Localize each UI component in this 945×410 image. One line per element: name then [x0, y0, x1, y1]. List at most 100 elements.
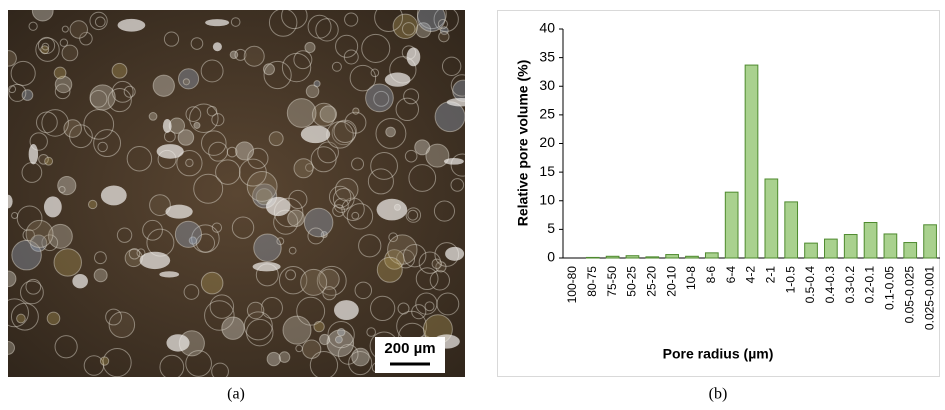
bar	[924, 225, 937, 258]
bar	[705, 253, 718, 258]
grain	[88, 200, 96, 208]
bright-patch	[159, 271, 179, 277]
y-tick-label: 10	[539, 191, 555, 207]
grain	[287, 99, 316, 128]
caption-a: (a)	[227, 386, 245, 403]
grain	[45, 157, 53, 165]
y-tick-label: 15	[539, 163, 555, 179]
bar	[844, 235, 857, 258]
bar	[586, 257, 599, 258]
bright-patch	[165, 205, 192, 219]
grain	[302, 340, 320, 358]
bright-patch	[166, 334, 189, 351]
grain	[26, 220, 53, 247]
x-tick-label: 100-80	[565, 266, 579, 304]
bright-patch	[118, 19, 146, 32]
x-tick-label: 80-75	[585, 266, 599, 297]
x-tick-label: 20-10	[664, 266, 678, 297]
bar	[864, 223, 877, 258]
grain	[415, 140, 430, 155]
grain	[2, 341, 15, 354]
x-tick-label: 6-4	[724, 266, 738, 284]
bright-patch	[407, 47, 421, 66]
bar	[646, 257, 659, 258]
bar	[825, 239, 838, 258]
bright-patch	[266, 197, 290, 216]
grain	[186, 159, 193, 166]
bright-patch	[3, 195, 12, 209]
grain	[54, 67, 66, 79]
grain	[230, 51, 238, 59]
x-tick-label: 1-0.5	[783, 266, 797, 294]
grain	[417, 4, 445, 32]
grain	[305, 42, 315, 52]
bright-patch	[72, 274, 88, 288]
bright-patch	[157, 144, 184, 159]
grain	[254, 234, 281, 261]
bright-patch	[140, 252, 171, 269]
grain	[175, 221, 201, 247]
bar	[904, 243, 917, 258]
x-axis-title: Pore radius (µm)	[663, 346, 774, 362]
grain	[269, 132, 283, 146]
grain	[94, 269, 107, 282]
bright-patch	[334, 300, 359, 320]
bright-patch	[29, 144, 38, 164]
bright-patch	[301, 125, 330, 143]
grain	[267, 352, 280, 365]
bright-patch	[444, 158, 464, 165]
bar	[785, 202, 798, 258]
grain	[352, 348, 370, 366]
y-tick-label: 0	[547, 249, 555, 265]
grain	[1, 51, 17, 67]
grain	[327, 122, 354, 149]
grain	[377, 257, 402, 282]
grain	[386, 127, 396, 137]
x-tick-label: 50-25	[625, 266, 639, 297]
y-axis-title: Relative pore volume (%)	[515, 60, 531, 227]
grain	[327, 330, 354, 357]
y-tick-label: 20	[539, 134, 555, 150]
grain	[247, 302, 263, 318]
bright-patch	[44, 196, 62, 217]
grain	[194, 122, 200, 128]
grain	[366, 84, 394, 112]
x-tick-label: 25-20	[644, 266, 658, 297]
bar	[686, 256, 699, 258]
grain	[17, 314, 26, 323]
bar	[725, 192, 738, 258]
grain	[314, 321, 324, 331]
grain	[153, 75, 174, 96]
bar	[666, 255, 679, 258]
bright-patch	[163, 119, 172, 133]
y-tick-label: 40	[539, 20, 555, 36]
grain	[353, 108, 359, 114]
grain	[320, 106, 336, 122]
bright-patch	[253, 262, 281, 271]
x-tick-label: 75-50	[605, 266, 619, 297]
x-tick-label: 0.025-0.001	[922, 266, 936, 330]
x-tick-label: 4-2	[744, 266, 758, 284]
x-tick-label: 0.5-0.4	[803, 266, 817, 304]
y-tick-label: 30	[539, 77, 555, 93]
grain	[0, 271, 16, 287]
grain	[279, 352, 290, 363]
caption-b: (b)	[709, 386, 728, 403]
grain	[58, 177, 76, 195]
x-tick-label: 8-6	[704, 266, 718, 284]
figure: 200 µm (a) (b) Pore radius (µm) Relative…	[0, 0, 945, 405]
grain	[149, 113, 157, 121]
bar	[884, 234, 897, 258]
bar	[765, 179, 778, 258]
bright-patch	[213, 42, 222, 51]
grain	[314, 81, 320, 87]
grain	[112, 63, 127, 78]
x-tick-label: 0.3-0.2	[843, 266, 857, 304]
grain	[294, 159, 313, 178]
grain	[47, 312, 60, 325]
grain	[439, 31, 449, 41]
chart-frame	[498, 11, 940, 377]
bright-patch	[445, 247, 464, 261]
bar	[745, 65, 758, 258]
y-tick-label: 5	[547, 220, 555, 236]
